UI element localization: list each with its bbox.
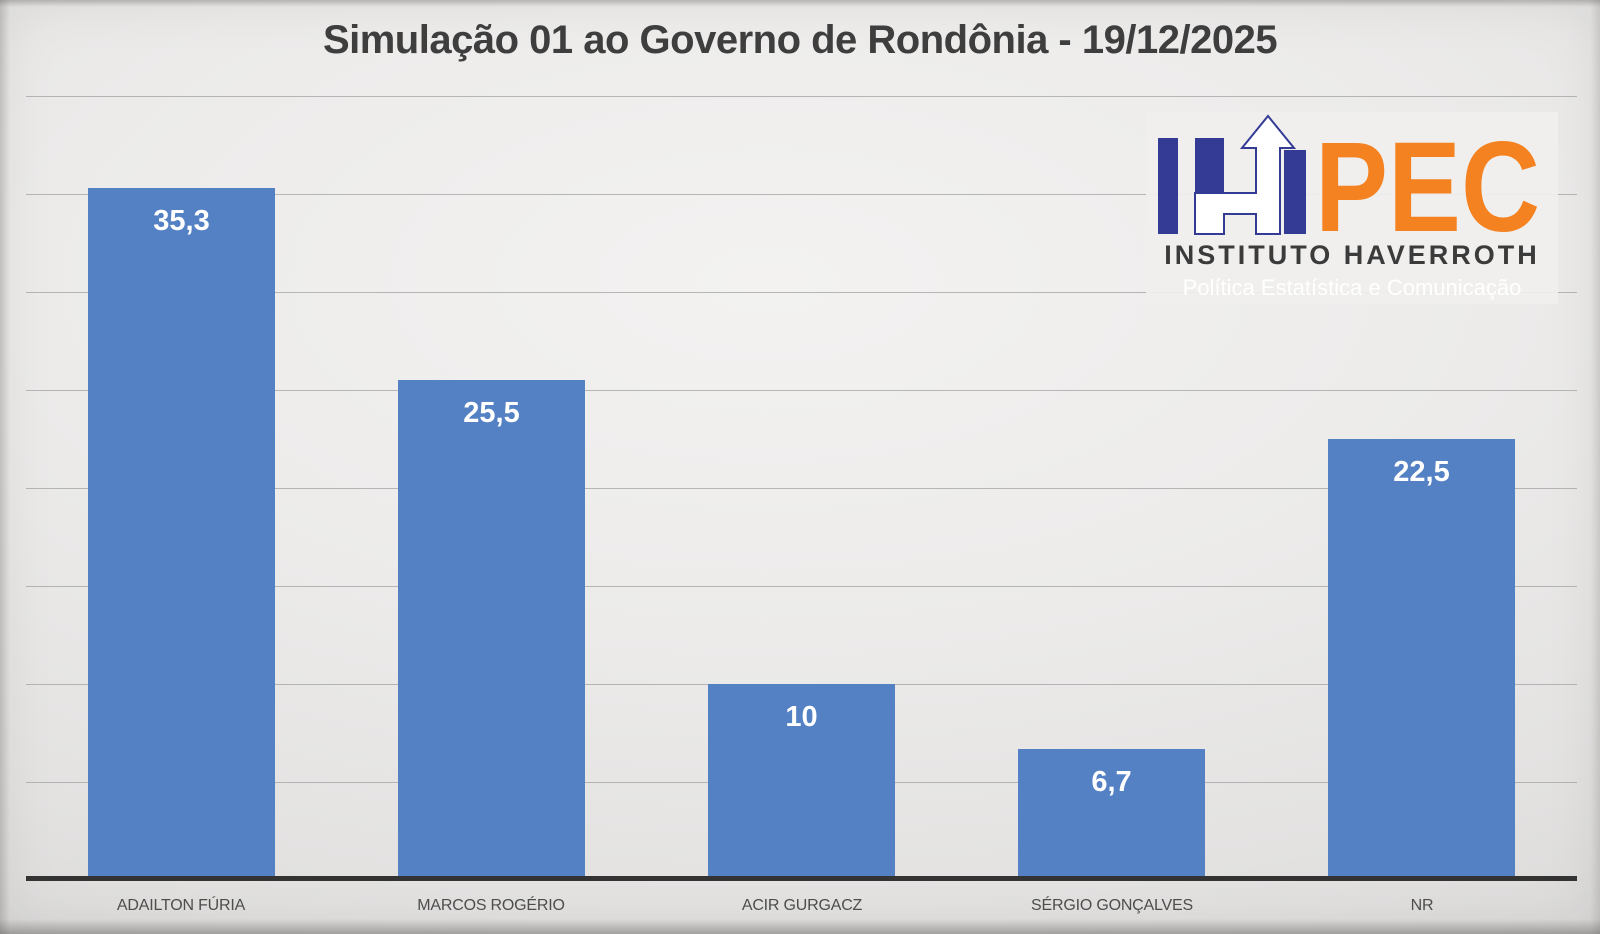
x-axis-label: SÉRGIO GONÇALVES xyxy=(1031,897,1193,914)
chart-title: Simulação 01 ao Governo de Rondônia - 19… xyxy=(322,18,1278,62)
institute-logo: PEC INSTITUTO HAVERROTH Política Estatís… xyxy=(1146,112,1558,304)
institute-name: INSTITUTO HAVERROTH xyxy=(1164,240,1540,270)
gridline xyxy=(26,292,1577,293)
bar-3: 10 xyxy=(708,684,895,880)
bar-2: 25,5 xyxy=(398,380,585,880)
gridline xyxy=(26,488,1577,489)
x-axis-label: NR xyxy=(1410,897,1434,914)
bar-5: 22,5 xyxy=(1328,439,1515,880)
bar-value-label: 10 xyxy=(785,701,818,733)
ihpec-logo-mark: PEC xyxy=(1158,114,1540,238)
logo-letter-i xyxy=(1158,138,1178,234)
bar-value-label: 25,5 xyxy=(463,397,520,429)
gridline xyxy=(26,390,1577,391)
x-axis-label: ADAILTON FÚRIA xyxy=(116,897,246,914)
bar-4: 6,7 xyxy=(1018,749,1205,880)
bar-value-label: 6,7 xyxy=(1091,766,1132,798)
bar-1: 35,3 xyxy=(88,188,275,880)
logo-letter-h-right xyxy=(1284,150,1306,234)
gridline xyxy=(26,194,1577,195)
logo-tagline-banner: Política Estatística e Comunicação xyxy=(1182,275,1522,300)
x-axis-line xyxy=(26,876,1577,881)
bar-value-label: 35,3 xyxy=(153,205,210,237)
x-axis-label: ACIR GURGACZ xyxy=(741,897,863,914)
bar-value-label: 22,5 xyxy=(1393,456,1450,488)
gridline xyxy=(26,96,1577,97)
up-arrow-icon xyxy=(1194,114,1297,235)
logo-letters-pec: PEC xyxy=(1315,116,1540,238)
x-axis-label: MARCOS ROGÉRIO xyxy=(417,897,565,914)
gridline xyxy=(26,586,1577,587)
